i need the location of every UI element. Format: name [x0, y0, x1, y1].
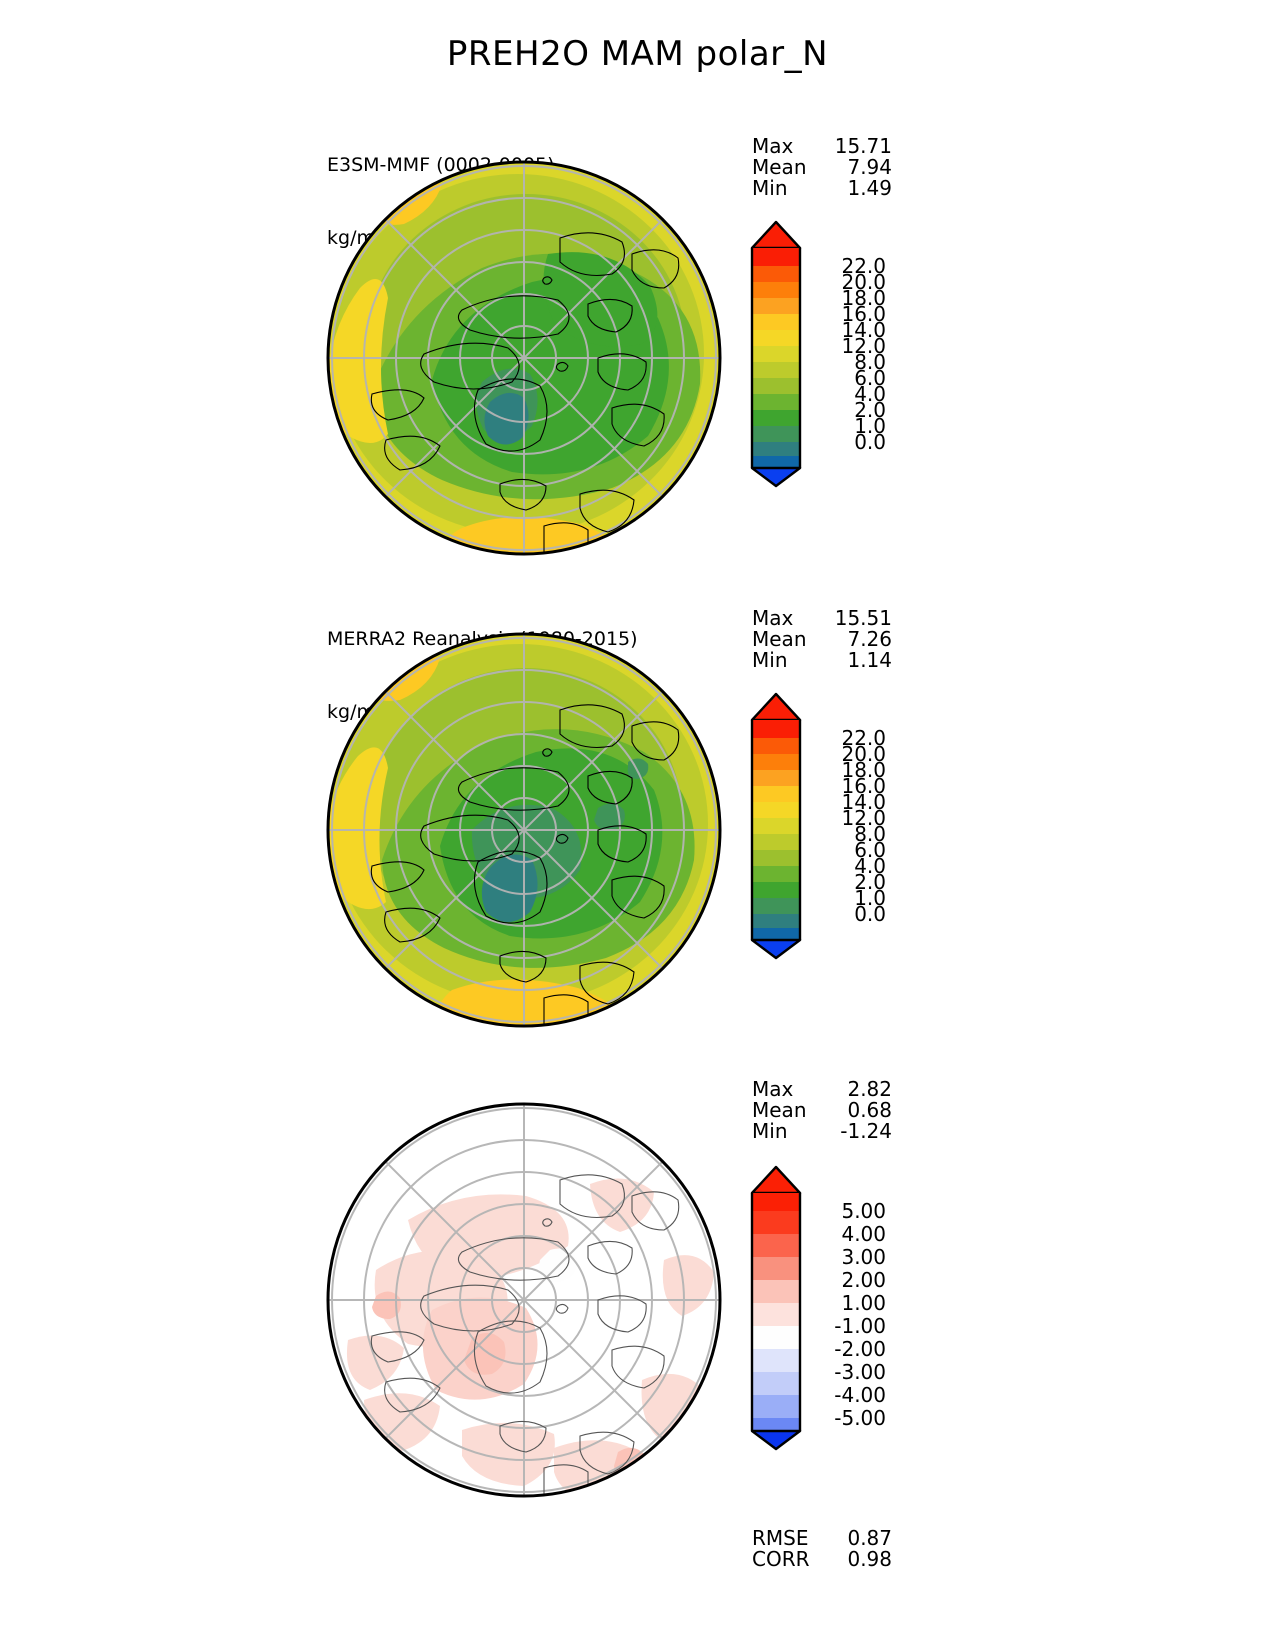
- panel-model-stats: Max 15.71 Mean 7.94 Min 1.49: [752, 134, 892, 200]
- cbar-tick: 3.00: [841, 1245, 886, 1269]
- cbar-tick: 16.0: [841, 302, 886, 326]
- stat-value: 7.94: [847, 155, 892, 180]
- cbar-tick: 12.0: [841, 334, 886, 358]
- cbar-tick: 6.0: [854, 838, 886, 862]
- cbar-tick: -3.00: [834, 1360, 886, 1384]
- footer-stat-row: RMSE 0.87: [752, 1526, 892, 1550]
- cbar-tick: 20.0: [841, 742, 886, 766]
- cbar-tick: 1.0: [854, 886, 886, 910]
- cbar-tick: 12.0: [841, 806, 886, 830]
- stat-row: Mean 7.94: [752, 155, 892, 180]
- cbar-tick: 2.00: [841, 1268, 886, 1292]
- stat-row: Min -1.24: [752, 1121, 892, 1142]
- polar-map-difference: [312, 1100, 737, 1500]
- cbar-tick: 2.0: [854, 870, 886, 894]
- colorbar-model: 22.0 20.0 18.0 16.0 14.0 12.0 8.0 6.0 4.…: [748, 218, 886, 490]
- stat-value: 7.26: [847, 627, 892, 652]
- footer-stat-key: CORR: [752, 1547, 810, 1572]
- figure-title: PREH2O MAM polar_N: [446, 34, 829, 74]
- cbar-tick: 22.0: [841, 726, 886, 750]
- cbar-tick: 0.0: [854, 902, 886, 926]
- stat-row: Max 15.51: [752, 606, 892, 630]
- stat-row: Max 2.82: [752, 1077, 892, 1101]
- stat-row: Mean 7.26: [752, 627, 892, 652]
- cbar-tick: 8.0: [854, 350, 886, 374]
- stat-value: 15.71: [834, 134, 892, 158]
- cbar-tick: 18.0: [841, 758, 886, 782]
- stat-row: Min 1.49: [752, 178, 892, 199]
- stat-key: Max: [752, 134, 794, 158]
- cbar-tick: 20.0: [841, 270, 886, 294]
- cbar-tick: 4.0: [854, 382, 886, 406]
- stat-value: -1.24: [840, 1119, 892, 1144]
- cbar-tick: 6.0: [854, 366, 886, 390]
- cbar-tick: -1.00: [834, 1314, 886, 1338]
- polar-map-model: [312, 158, 737, 558]
- footer-stat-row: CORR 0.98: [752, 1547, 892, 1572]
- stat-key: Mean: [752, 627, 807, 652]
- cbar-tick: 18.0: [841, 286, 886, 310]
- cbar-tick: 4.00: [841, 1222, 886, 1246]
- stat-key: Min: [752, 648, 788, 673]
- stat-row: Max 15.71: [752, 134, 892, 158]
- cbar-tick: 0.0: [854, 430, 886, 454]
- footer-stat-key: RMSE: [752, 1526, 809, 1550]
- stat-key: Mean: [752, 1098, 807, 1123]
- polar-map-obs: [312, 630, 737, 1030]
- cbar-tick: 22.0: [841, 254, 886, 278]
- colorbar-difference: 5.00 4.00 3.00 2.00 1.00 -1.00 -2.00 -3.…: [748, 1163, 886, 1453]
- cbar-tick: 5.00: [841, 1199, 886, 1223]
- stat-value: 2.82: [847, 1077, 892, 1101]
- cbar-tick: 1.0: [854, 414, 886, 438]
- cbar-tick: -5.00: [834, 1406, 886, 1430]
- stat-key: Max: [752, 606, 794, 630]
- stat-key: Min: [752, 1119, 788, 1144]
- cbar-tick: -2.00: [834, 1337, 886, 1361]
- stat-row: Mean 0.68: [752, 1098, 892, 1123]
- colorbar-obs: 22.0 20.0 18.0 16.0 14.0 12.0 8.0 6.0 4.…: [748, 690, 886, 962]
- cbar-tick: 4.0: [854, 854, 886, 878]
- stat-value: 0.68: [847, 1098, 892, 1123]
- stat-key: Mean: [752, 155, 807, 180]
- footer-stat-value: 0.87: [847, 1526, 892, 1550]
- stat-value: 1.49: [847, 176, 892, 201]
- stat-key: Max: [752, 1077, 794, 1101]
- cbar-tick: 2.0: [854, 398, 886, 422]
- cbar-tick: 16.0: [841, 774, 886, 798]
- panel-difference-stats: Max 2.82 Mean 0.68 Min -1.24: [752, 1077, 892, 1143]
- stat-value: 15.51: [834, 606, 892, 630]
- stat-value: 1.14: [847, 648, 892, 673]
- cbar-tick: -4.00: [834, 1383, 886, 1407]
- stat-key: Min: [752, 176, 788, 201]
- stat-row: Min 1.14: [752, 650, 892, 671]
- cbar-tick: 14.0: [841, 790, 886, 814]
- footer-stat-value: 0.98: [847, 1547, 892, 1572]
- cbar-tick: 8.0: [854, 822, 886, 846]
- cbar-tick: 14.0: [841, 318, 886, 342]
- footer-stats: RMSE 0.87 CORR 0.98: [752, 1526, 892, 1572]
- panel-obs-stats: Max 15.51 Mean 7.26 Min 1.14: [752, 606, 892, 672]
- cbar-tick: 1.00: [841, 1291, 886, 1315]
